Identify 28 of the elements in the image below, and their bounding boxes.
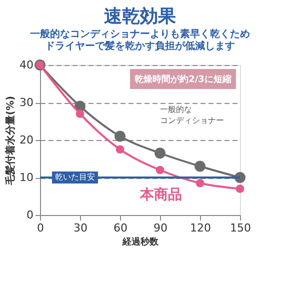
chart-title: 速乾効果: [104, 6, 177, 27]
point: [194, 160, 206, 172]
y-axis-title: 毛髪付着水分量(%): [4, 96, 17, 186]
y-tick-label: 30: [20, 96, 34, 109]
x-tick-label: 150: [230, 222, 251, 234]
point: [154, 148, 166, 159]
y-tick-label: 20: [20, 134, 34, 146]
point: [156, 166, 164, 174]
point: [236, 184, 244, 193]
x-tick-label: 90: [154, 222, 168, 234]
text: 一般的なコンディショナーよりも素早く乾くため: [30, 29, 250, 40]
x-tick-label: 60: [114, 222, 128, 234]
x-axis-title: 経過秒数: [122, 236, 160, 248]
y-tick-label: 40: [20, 58, 34, 72]
y-tick-label: 10: [20, 171, 34, 184]
series-label: 本商品: [139, 186, 182, 203]
annotation: 乾燥時間が約2/3に短縮: [134, 74, 232, 85]
point: [114, 130, 126, 142]
x-tick-label: 120: [190, 222, 211, 234]
point: [76, 110, 84, 118]
text: ドライヤーで髪を乾かす負担が低減します: [45, 41, 235, 52]
text: 一般的なコンディショナー: [160, 105, 224, 125]
ref-line-label: 乾いた目安: [55, 172, 95, 182]
x-tick-label: 30: [74, 222, 88, 234]
point: [196, 178, 204, 188]
point: [116, 145, 124, 154]
y-tick-label: 0: [26, 208, 34, 222]
x-tick-label: 0: [37, 222, 44, 234]
